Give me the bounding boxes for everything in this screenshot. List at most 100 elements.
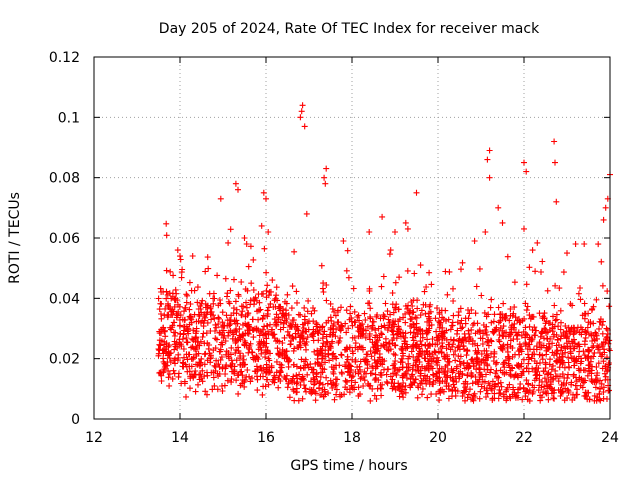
data-point: [389, 376, 396, 383]
y-axis-label: ROTI / TECUs: [7, 192, 23, 284]
data-point: [454, 388, 461, 395]
x-axis-label: GPS time / hours: [290, 458, 407, 474]
data-point: [183, 363, 190, 370]
data-point: [486, 382, 493, 389]
data-point: [312, 397, 319, 404]
data-point: [229, 329, 236, 336]
data-point: [486, 174, 493, 181]
data-point: [423, 330, 430, 337]
data-point: [408, 299, 415, 305]
data-point: [227, 287, 234, 294]
data-point: [237, 353, 244, 359]
data-point: [477, 335, 484, 342]
data-point: [395, 318, 402, 325]
data-point: [331, 309, 338, 315]
data-point: [403, 341, 410, 348]
data-point: [269, 277, 276, 284]
data-point: [346, 362, 353, 369]
data-point: [183, 335, 190, 341]
data-point: [525, 360, 532, 367]
data-point: [188, 287, 195, 294]
data-point: [178, 380, 185, 387]
data-point: [429, 365, 436, 372]
data-point: [508, 329, 515, 336]
data-point: [571, 362, 577, 369]
data-point: [176, 336, 183, 343]
data-point: [521, 225, 527, 232]
data-point: [560, 329, 567, 336]
data-point: [565, 354, 572, 361]
data-point: [471, 390, 478, 397]
data-point: [410, 321, 416, 328]
data-point: [235, 186, 241, 193]
data-point: [230, 310, 237, 317]
data-point: [464, 394, 471, 401]
data-point: [461, 346, 467, 352]
data-point: [308, 310, 315, 317]
data-point: [565, 388, 572, 395]
data-point: [570, 373, 577, 379]
data-point: [598, 258, 605, 265]
data-point: [528, 336, 535, 343]
data-point: [456, 375, 463, 382]
data-point: [349, 348, 356, 355]
data-point: [487, 304, 494, 311]
data-point: [520, 384, 527, 391]
data-point: [429, 336, 436, 342]
data-point: [521, 159, 527, 166]
data-point: [505, 360, 512, 367]
data-point: [444, 291, 451, 298]
x-tick-label: 20: [429, 430, 447, 446]
data-point: [315, 350, 322, 357]
data-point: [253, 297, 260, 304]
data-point: [483, 347, 490, 354]
data-point: [545, 396, 552, 403]
data-point: [369, 318, 376, 325]
data-point: [195, 381, 201, 388]
data-point: [362, 317, 369, 323]
data-point: [279, 340, 286, 346]
data-point: [299, 395, 306, 402]
data-point: [600, 395, 607, 402]
data-point: [425, 358, 432, 365]
data-point: [446, 358, 453, 365]
data-point: [327, 300, 334, 307]
data-point: [208, 316, 215, 323]
data-point: [434, 334, 441, 341]
data-point: [557, 326, 564, 333]
data-point: [409, 334, 416, 341]
data-point: [249, 316, 256, 323]
data-point: [365, 300, 371, 307]
data-point: [588, 376, 595, 383]
data-point: [328, 340, 335, 347]
data-point: [323, 282, 330, 288]
data-point: [579, 326, 586, 333]
data-point: [348, 377, 355, 384]
data-point: [488, 385, 494, 392]
data-point: [163, 267, 170, 274]
data-point: [575, 290, 582, 297]
data-point: [345, 325, 352, 332]
data-point: [442, 307, 449, 314]
data-point: [472, 330, 479, 337]
data-point: [468, 356, 475, 363]
data-point: [243, 322, 250, 329]
data-point: [279, 314, 286, 320]
data-point: [424, 336, 431, 343]
data-point: [563, 328, 570, 335]
data-point: [464, 372, 471, 379]
data-point: [263, 361, 270, 368]
data-point: [436, 388, 443, 395]
data-point: [170, 272, 177, 279]
data-point: [165, 352, 172, 359]
data-point: [338, 304, 344, 311]
data-point: [295, 327, 302, 334]
data-point: [248, 280, 255, 287]
data-point: [422, 310, 429, 317]
data-point: [599, 330, 606, 337]
data-point: [273, 284, 280, 291]
data-point: [591, 379, 598, 386]
data-point: [371, 392, 378, 399]
data-point: [381, 313, 388, 320]
data-point: [246, 343, 253, 349]
